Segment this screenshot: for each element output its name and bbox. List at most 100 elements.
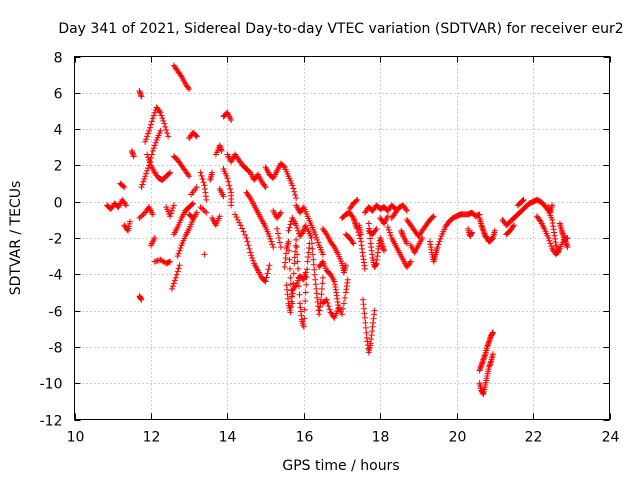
x-tick-label: 12 — [143, 430, 161, 446]
data-point — [274, 230, 281, 237]
data-point — [121, 184, 128, 191]
x-tick-label: 16 — [296, 430, 314, 446]
data-point — [149, 115, 156, 122]
y-tick-label: 8 — [54, 51, 63, 67]
data-point — [200, 206, 207, 213]
data-point — [120, 183, 127, 190]
data-point — [555, 247, 562, 254]
data-point — [270, 244, 277, 251]
data-point — [249, 254, 256, 261]
data-point — [353, 197, 360, 204]
data-point — [547, 240, 554, 247]
data-point — [285, 247, 292, 254]
data-point — [309, 251, 316, 258]
data-point — [385, 226, 392, 233]
data-point — [301, 306, 308, 313]
data-point — [319, 280, 326, 287]
data-point — [294, 225, 301, 232]
data-point — [157, 109, 164, 116]
data-point — [220, 193, 227, 200]
data-point — [244, 238, 251, 245]
data-point — [429, 214, 436, 221]
data-point — [262, 184, 269, 191]
data-point — [277, 244, 284, 251]
data-point — [286, 265, 293, 272]
data-point — [323, 296, 330, 303]
data-point — [186, 86, 193, 93]
data-point — [548, 243, 555, 250]
data-point — [322, 230, 329, 237]
data-point — [170, 202, 177, 209]
data-point — [349, 213, 356, 220]
data-point — [435, 241, 442, 248]
data-point — [146, 159, 153, 166]
data-point — [146, 127, 153, 134]
y-tick-label: -2 — [49, 232, 63, 248]
data-point — [246, 245, 253, 252]
data-point — [280, 163, 287, 170]
data-point — [324, 299, 331, 306]
data-point — [146, 124, 153, 131]
data-point — [277, 209, 284, 216]
data-point — [300, 323, 307, 330]
x-tick-label: 24 — [602, 430, 620, 446]
data-point — [564, 244, 571, 251]
data-point — [199, 205, 206, 212]
data-point — [276, 239, 283, 246]
data-point — [545, 235, 552, 241]
data-point — [295, 227, 302, 234]
data-point — [138, 184, 145, 191]
data-point — [288, 298, 295, 305]
data-point — [349, 239, 356, 246]
data-point — [203, 196, 210, 203]
data-point — [357, 235, 364, 242]
data-point — [161, 120, 168, 127]
data-point — [287, 221, 294, 228]
data-point — [228, 117, 235, 124]
data-point — [237, 222, 244, 229]
data-point — [373, 225, 380, 232]
data-point — [167, 258, 174, 265]
data-point — [216, 213, 223, 220]
data-point — [304, 266, 311, 273]
data-point — [430, 213, 437, 220]
data-point — [546, 237, 553, 244]
x-tick-label: 10 — [67, 430, 85, 446]
data-point — [350, 240, 357, 247]
data-point — [243, 235, 250, 241]
data-point — [126, 218, 133, 225]
data-point — [176, 247, 183, 254]
data-point — [138, 296, 145, 303]
data-point — [200, 179, 207, 186]
data-point — [354, 196, 361, 203]
data-point — [201, 251, 208, 258]
data-point — [142, 138, 149, 145]
data-point — [247, 249, 254, 256]
data-point — [227, 185, 234, 192]
data-point — [314, 236, 321, 243]
data-points — [103, 62, 571, 398]
data-point — [234, 216, 241, 223]
data-point — [189, 215, 196, 222]
data-point — [152, 139, 159, 146]
data-point — [291, 254, 298, 261]
data-point — [167, 169, 174, 176]
data-point — [294, 251, 301, 258]
y-tick-label: 2 — [54, 159, 63, 175]
data-point — [335, 305, 342, 312]
data-point — [293, 236, 300, 243]
data-point — [248, 252, 255, 259]
data-point — [292, 242, 299, 249]
data-point — [197, 204, 204, 211]
data-point — [228, 202, 235, 209]
data-point — [309, 245, 316, 252]
data-point — [159, 115, 166, 122]
data-point — [274, 225, 281, 232]
data-point — [286, 224, 293, 231]
data-point — [185, 84, 192, 91]
data-point — [151, 235, 158, 241]
data-point — [151, 109, 158, 116]
data-point — [169, 205, 176, 212]
data-point — [145, 165, 152, 172]
data-point — [372, 227, 379, 234]
